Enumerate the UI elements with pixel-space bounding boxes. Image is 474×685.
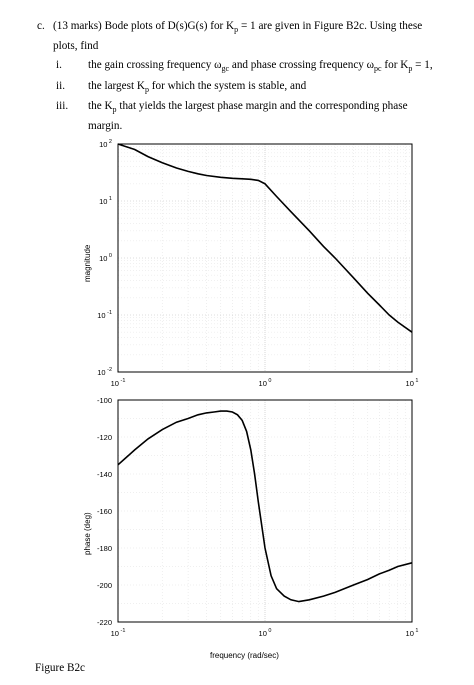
phase-axis-label: phase (deg) xyxy=(83,512,92,555)
item-ii-part1: the largest K xyxy=(88,80,145,92)
magnitude-y-tick-label: 10 1 xyxy=(99,196,112,206)
magnitude-y-tick-label: 10 -2 xyxy=(97,367,112,377)
magnitude-frame xyxy=(117,143,413,373)
phase-y-tick-label: -200 xyxy=(97,581,112,590)
item-i-text: the gain crossing frequency ωgc and phas… xyxy=(88,58,433,76)
phase-x-tick-label: 10 -1 xyxy=(111,628,126,638)
intro-rest: = 1 are given in Figure B2c. Using these xyxy=(238,20,423,32)
magnitude-axis-label: magnitude xyxy=(83,244,92,282)
magnitude-x-tick-label: 10 -1 xyxy=(111,378,126,388)
item-iii-text: the Kp that yields the largest phase mar… xyxy=(88,99,408,117)
magnitude-x-tick-label: 10 1 xyxy=(406,378,419,388)
question-intro-line2: plots, find xyxy=(53,40,99,52)
intro-text: (13 marks) Bode plots of D(s)G(s) for K xyxy=(53,20,235,32)
item-iii-part1: the K xyxy=(88,100,113,112)
phase-y-tick-label: -180 xyxy=(97,544,112,553)
item-i-part1: the gain crossing frequency ω xyxy=(88,59,222,71)
item-number-ii: ii. xyxy=(56,80,66,92)
item-i-part3: for K xyxy=(381,59,409,71)
item-i-sub2: pc xyxy=(374,64,382,74)
item-ii-tail: for which the system is stable, and xyxy=(148,80,307,92)
phase-y-tick-label: -100 xyxy=(97,396,112,405)
magnitude-curve xyxy=(117,143,413,333)
magnitude-y-tick-label: 10 -1 xyxy=(97,310,112,320)
phase-frame xyxy=(117,399,413,623)
item-i-sub3: p xyxy=(408,64,413,74)
phase-y-tick-label: -120 xyxy=(97,433,112,442)
item-iii-sub1: p xyxy=(112,105,117,115)
part-label: c. xyxy=(37,20,45,32)
figure-caption: Figure B2c xyxy=(35,662,86,674)
magnitude-y-tick-label: 10 0 xyxy=(99,253,112,263)
phase-x-tick-label: 10 0 xyxy=(259,628,272,638)
magnitude-y-tick-label: 10 2 xyxy=(99,139,112,149)
question-intro-line1: (13 marks) Bode plots of D(s)G(s) for Kp… xyxy=(53,19,422,37)
phase-y-tick-label: -220 xyxy=(97,618,112,627)
magnitude-plot: 10 -210 -110 010 110 210 -1 10 0 10 1 xyxy=(97,139,418,388)
item-ii-sub1: p xyxy=(144,85,149,95)
magnitude-x-tick-label: 10 0 xyxy=(259,378,272,388)
phase-y-tick-label: -160 xyxy=(97,507,112,516)
item-number-i: i. xyxy=(56,59,62,71)
phase-y-tick-label: -140 xyxy=(97,470,112,479)
phase-curve xyxy=(117,410,413,603)
item-number-iii: iii. xyxy=(56,100,69,112)
item-i-sub1: gc xyxy=(221,64,230,74)
item-iii-tail: that yields the largest phase margin and… xyxy=(116,100,408,112)
intro-subscript: p xyxy=(234,25,239,35)
item-ii-text: the largest Kp for which the system is s… xyxy=(88,79,306,97)
phase-x-tick-label: 10 1 xyxy=(406,628,419,638)
item-iii-line2: margin. xyxy=(88,120,123,132)
frequency-axis-label: frequency (rad/sec) xyxy=(210,651,279,660)
item-i-part2: and phase crossing frequency ω xyxy=(229,59,375,71)
item-i-tail: = 1, xyxy=(412,59,433,71)
